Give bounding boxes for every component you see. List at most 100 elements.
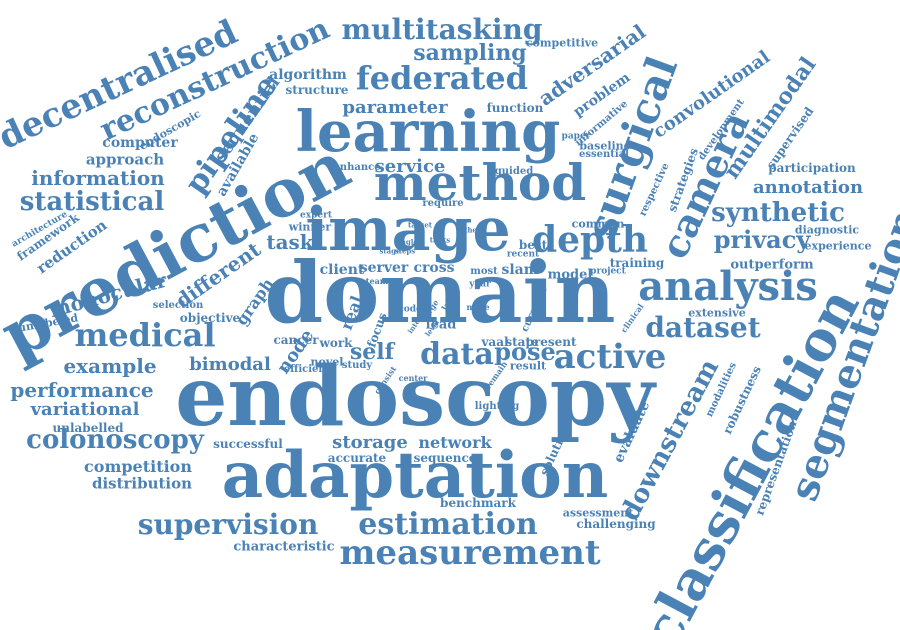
word-supervision: supervision: [137, 508, 319, 541]
word-distribution: distribution: [91, 474, 193, 493]
word-objective: objective: [179, 311, 241, 325]
word-paper: paper: [561, 131, 591, 142]
word-winner: winner: [288, 220, 332, 234]
word-sampling: sampling: [413, 40, 527, 66]
word-project: project: [590, 266, 626, 277]
word-lighting: lighting: [474, 401, 520, 412]
word-medical: medical: [74, 316, 216, 354]
word-present: present: [525, 335, 577, 349]
word-slam: slam: [501, 262, 539, 278]
word-diagnostic: diagnostic: [794, 223, 860, 237]
word-approach: approach: [85, 150, 165, 169]
word-characteristic: characteristic: [233, 539, 335, 555]
word-successful: successful: [213, 437, 283, 451]
word-dataset: dataset: [645, 311, 761, 344]
word-result: result: [509, 359, 547, 373]
word-guided: guided: [494, 166, 534, 177]
word-parameter: parameter: [342, 97, 448, 118]
word-study: study: [341, 360, 373, 371]
word-analysis: analysis: [638, 263, 818, 310]
word-adaptation: adaptation: [221, 438, 609, 513]
word-learning: learning: [295, 99, 561, 165]
word-challenging: challenging: [576, 517, 656, 531]
word-estimation: estimation: [358, 507, 538, 542]
word-benchmark: benchmark: [440, 496, 516, 510]
word-outperform: outperform: [730, 257, 814, 273]
word-efficient: efficient: [283, 364, 331, 375]
word-algorithm: algorithm: [269, 67, 347, 83]
word-storage: storage: [332, 432, 408, 453]
word-structure: structure: [285, 83, 349, 97]
word-expert: expert: [299, 210, 333, 221]
word-method: method: [373, 153, 587, 212]
word-network: network: [418, 433, 492, 452]
word-center: center: [398, 373, 428, 383]
word-novel: novel: [310, 355, 344, 369]
word-common: common: [571, 217, 625, 231]
word-domain: domain: [264, 243, 616, 342]
word-computer: computer: [102, 135, 178, 151]
word-single: single: [394, 237, 418, 247]
word-steps: steps: [394, 246, 416, 256]
word-client: client: [319, 262, 365, 278]
word-bimodal: bimodal: [189, 354, 271, 375]
word-multitasking: multitasking: [341, 13, 543, 46]
word-participation: participation: [768, 161, 856, 175]
word-task: task: [266, 230, 314, 254]
word-privacy: privacy: [713, 225, 811, 254]
word-vaal: vaal: [481, 335, 509, 349]
word-code: code: [398, 304, 422, 315]
word-depth: depth: [531, 219, 649, 261]
word-synthetic: synthetic: [711, 198, 845, 228]
word-clinical: clinical: [618, 301, 646, 335]
word-statistical: statistical: [19, 187, 165, 217]
word-competition: competition: [84, 457, 192, 476]
word-active: active: [553, 337, 667, 377]
word-server: server: [359, 260, 409, 276]
word-cancer: cancer: [273, 333, 319, 347]
word-competitive: competitive: [525, 36, 599, 50]
word-annotation: annotation: [752, 177, 864, 198]
word-sequence: sequence: [413, 451, 477, 465]
word-model: model: [547, 267, 593, 283]
word-information: information: [31, 166, 165, 190]
word-team: team: [365, 276, 389, 286]
word-selection: selection: [152, 300, 204, 311]
word-performance: performance: [10, 378, 154, 402]
word-stage: stage: [379, 246, 401, 256]
word-essential: essential: [579, 149, 629, 160]
word-self: self: [349, 339, 395, 365]
word-service: service: [374, 156, 446, 177]
word-variational: variational: [30, 399, 140, 420]
word-lead: lead: [425, 317, 457, 333]
word-work: work: [319, 336, 353, 350]
word-most: most: [470, 266, 498, 277]
word-image: image: [305, 195, 511, 265]
word-endoscopy: endoscopy: [175, 349, 655, 445]
word-accurate: accurate: [327, 451, 387, 465]
word-unlabelled: unlabelled: [52, 421, 124, 435]
word-assessment: assessment: [562, 506, 634, 520]
word-experience: experience: [804, 239, 872, 253]
word-state: state: [505, 335, 539, 349]
word-federated: federated: [356, 59, 528, 97]
word-function: function: [486, 101, 544, 115]
word-extensive: extensive: [688, 306, 746, 320]
word-recent: recent: [506, 249, 540, 260]
word-best: best: [518, 238, 548, 252]
word-more: more: [466, 302, 490, 312]
word-cross: cross: [413, 260, 455, 276]
word-require: require: [422, 198, 464, 209]
word-pose: pose: [494, 337, 556, 366]
word-enhance: enhance: [333, 162, 381, 173]
word-example: example: [63, 354, 157, 378]
word-training: training: [609, 256, 665, 270]
word-baseline: baseline: [579, 139, 631, 153]
word-measurement: measurement: [339, 533, 601, 573]
word-target: target: [407, 220, 433, 230]
word-colonoscopy: colonoscopy: [26, 425, 204, 455]
word-data: data: [420, 337, 494, 372]
word-other: other: [459, 225, 481, 235]
word-year: year: [469, 279, 491, 290]
